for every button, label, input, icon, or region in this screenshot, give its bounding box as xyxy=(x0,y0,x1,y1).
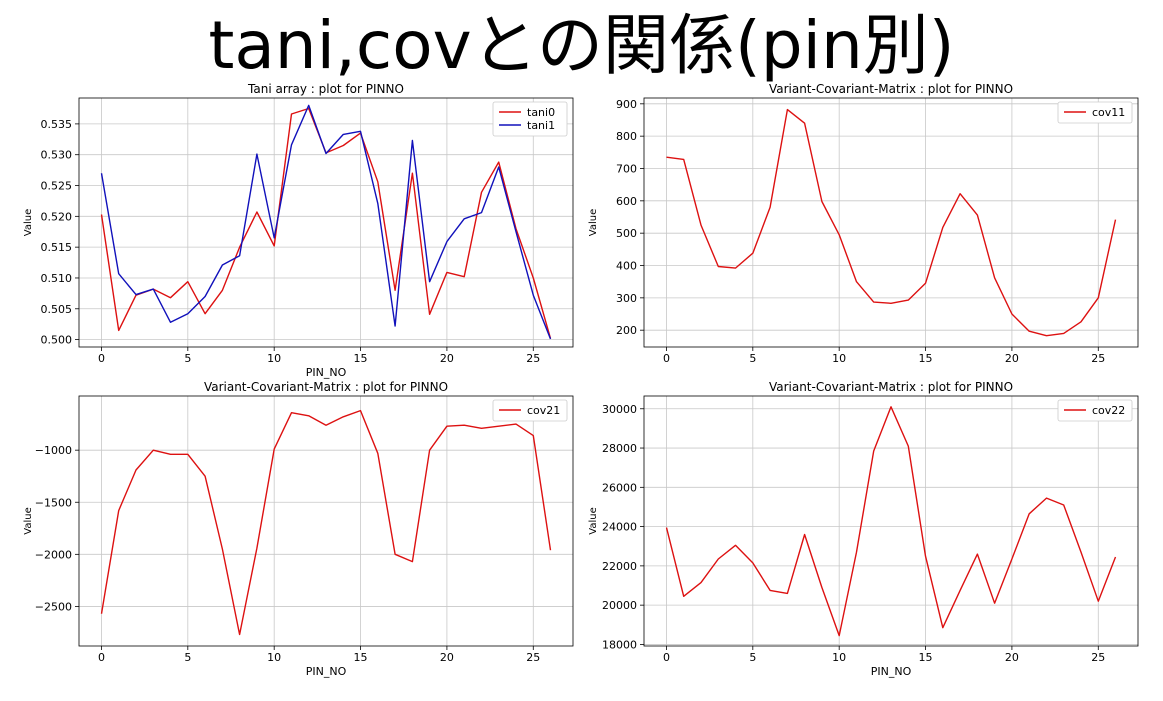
series-line-cov11 xyxy=(666,108,1117,337)
series-line-tani1 xyxy=(100,104,552,340)
x-tick-label: 0 xyxy=(98,352,105,365)
y-tick-label: 20000 xyxy=(602,599,637,612)
plot-frame xyxy=(78,395,574,647)
y-tick-label: 22000 xyxy=(602,560,637,573)
x-tick-label: 20 xyxy=(440,651,454,664)
y-tick-label: 0.510 xyxy=(41,272,73,285)
slide-title: tani,covとの関係(pin別) xyxy=(208,7,955,84)
x-tick-label: 25 xyxy=(526,651,540,664)
series-line-cov22 xyxy=(665,406,1117,637)
legend-label: tani0 xyxy=(527,106,555,119)
x-tick-label: 10 xyxy=(832,352,846,365)
y-tick-label: −1500 xyxy=(35,496,72,509)
y-tick-label: 500 xyxy=(616,227,637,240)
y-tick-label: 600 xyxy=(616,195,637,208)
y-tick-label: 0.500 xyxy=(41,334,73,347)
plot-frame xyxy=(643,97,1139,348)
x-tick-label: 20 xyxy=(1005,651,1019,664)
y-tick-label: 200 xyxy=(616,324,637,337)
legend-box xyxy=(1057,101,1133,124)
y-tick-label: 900 xyxy=(616,98,637,111)
x-tick-label: 5 xyxy=(749,651,756,664)
y-tick-label: 18000 xyxy=(602,638,637,651)
x-tick-label: 20 xyxy=(1005,352,1019,365)
y-axis-label: Value xyxy=(23,507,34,534)
chart-cov21: 0 5 10 15 20 25 −2500 −2000 −1500 −1000 Variant-Co… xyxy=(23,380,574,678)
legend-box xyxy=(492,399,568,422)
y-tick-label: 300 xyxy=(616,292,637,305)
y-tick-label: −2000 xyxy=(35,548,72,561)
plot-frame xyxy=(643,395,1139,647)
legend-label: cov21 xyxy=(527,404,560,417)
y-tick-label: 0.535 xyxy=(41,118,73,131)
x-tick-label: 0 xyxy=(98,651,105,664)
x-tick-label: 20 xyxy=(440,352,454,365)
y-axis-label: Value xyxy=(588,507,599,534)
x-axis-label: PIN_NO xyxy=(306,366,347,379)
legend-box xyxy=(492,101,568,137)
y-tick-label: 0.525 xyxy=(41,180,73,193)
series-line-cov21 xyxy=(100,409,552,636)
chart-cov11: 0 5 10 15 20 25 200 300 400 500 600 700 800 900 Varian… xyxy=(588,82,1139,365)
x-axis-label: PIN_NO xyxy=(306,665,347,678)
y-tick-label: 0.505 xyxy=(41,303,73,316)
y-tick-label: 400 xyxy=(616,260,637,273)
x-tick-label: 25 xyxy=(526,352,540,365)
x-tick-label: 15 xyxy=(919,651,933,664)
y-axis-label: Value xyxy=(23,209,34,236)
y-tick-label: 0.520 xyxy=(41,210,73,223)
x-tick-label: 15 xyxy=(354,651,368,664)
y-tick-label: 30000 xyxy=(602,403,637,416)
y-tick-label: −1000 xyxy=(35,444,72,457)
x-tick-label: 10 xyxy=(267,352,281,365)
legend-label: tani1 xyxy=(527,119,555,132)
y-tick-label: 800 xyxy=(616,130,637,143)
y-tick-label: 24000 xyxy=(602,521,637,534)
x-axis-label: PIN_NO xyxy=(871,665,912,678)
chart-title: Variant-Covariant-Matrix : plot for PINN… xyxy=(204,380,448,394)
chart-title: Variant-Covariant-Matrix : plot for PINN… xyxy=(769,82,1013,96)
chart-cov22: 0 5 10 15 20 25 18000 20000 22000 24000 26000 28000… xyxy=(588,380,1139,678)
plot-frame xyxy=(78,97,574,348)
x-tick-label: 15 xyxy=(919,352,933,365)
x-tick-label: 15 xyxy=(354,352,368,365)
y-axis-label: Value xyxy=(588,209,599,236)
chart-title: Tani array : plot for PINNO xyxy=(247,82,404,96)
x-tick-label: 5 xyxy=(184,352,191,365)
x-tick-label: 5 xyxy=(184,651,191,664)
chart-tani-array: 0 5 10 15 20 25 0.500 0.505 0.510 0.515 0.520 0.525… xyxy=(23,82,574,379)
x-tick-label: 25 xyxy=(1091,352,1105,365)
y-tick-label: 26000 xyxy=(602,481,637,494)
chart-title: Variant-Covariant-Matrix : plot for PINN… xyxy=(769,380,1013,394)
legend-label: cov22 xyxy=(1092,404,1125,417)
legend-box xyxy=(1057,399,1133,422)
y-tick-label: 28000 xyxy=(602,442,637,455)
series-line-tani0 xyxy=(100,107,552,339)
y-tick-label: 0.530 xyxy=(41,149,73,162)
y-tick-label: 700 xyxy=(616,162,637,175)
x-tick-label: 25 xyxy=(1091,651,1105,664)
x-tick-label: 10 xyxy=(832,651,846,664)
y-tick-label: −2500 xyxy=(35,600,72,613)
x-tick-label: 0 xyxy=(663,651,670,664)
y-tick-label: 0.515 xyxy=(41,241,73,254)
legend-label: cov11 xyxy=(1092,106,1125,119)
x-tick-label: 10 xyxy=(267,651,281,664)
x-tick-label: 5 xyxy=(749,352,756,365)
x-tick-label: 0 xyxy=(663,352,670,365)
